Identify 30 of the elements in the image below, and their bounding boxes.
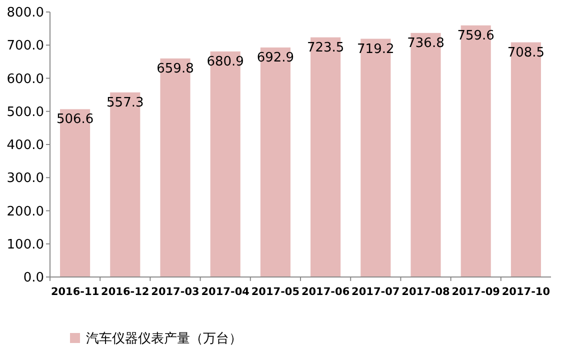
data-label: 759.6 [457, 28, 494, 44]
y-tick-label: 0.0 [23, 270, 44, 286]
x-tick-label: 2017-08 [402, 286, 450, 298]
y-tick-label: 600.0 [6, 72, 44, 87]
y-tick-label: 200.0 [6, 204, 44, 220]
data-label: 719.2 [357, 42, 394, 57]
y-tick-label: 700.0 [6, 38, 44, 54]
data-label: 659.8 [156, 61, 194, 76]
x-tick-label: 2016-11 [50, 286, 100, 298]
x-tick-label: 2017-04 [201, 286, 250, 298]
data-label: 723.5 [306, 40, 344, 56]
x-tick-label: 2017-07 [352, 286, 400, 298]
data-label: 692.9 [256, 50, 294, 66]
y-tick-label: 800.0 [6, 6, 44, 21]
data-label: 708.5 [507, 45, 545, 60]
x-tick-label: 2017-09 [452, 286, 500, 298]
data-label: 680.9 [206, 54, 244, 70]
x-tick-label: 2017-06 [301, 286, 350, 298]
legend-label: 汽车仪器仪表产量（万台） [86, 332, 242, 347]
data-label: 557.3 [106, 95, 144, 110]
x-tick-label: 2016-12 [101, 286, 150, 298]
y-tick-label: 500.0 [6, 104, 44, 120]
x-tick-label: 2017-10 [502, 286, 550, 298]
y-tick-label: 100.0 [6, 237, 44, 252]
x-tick-label: 2017-03 [151, 286, 200, 298]
y-tick-label: 400.0 [6, 138, 44, 154]
y-tick-label: 300.0 [6, 171, 44, 186]
data-label: 736.8 [407, 36, 444, 51]
x-tick-label: 2017-05 [251, 286, 300, 298]
data-label: 506.6 [56, 112, 94, 128]
